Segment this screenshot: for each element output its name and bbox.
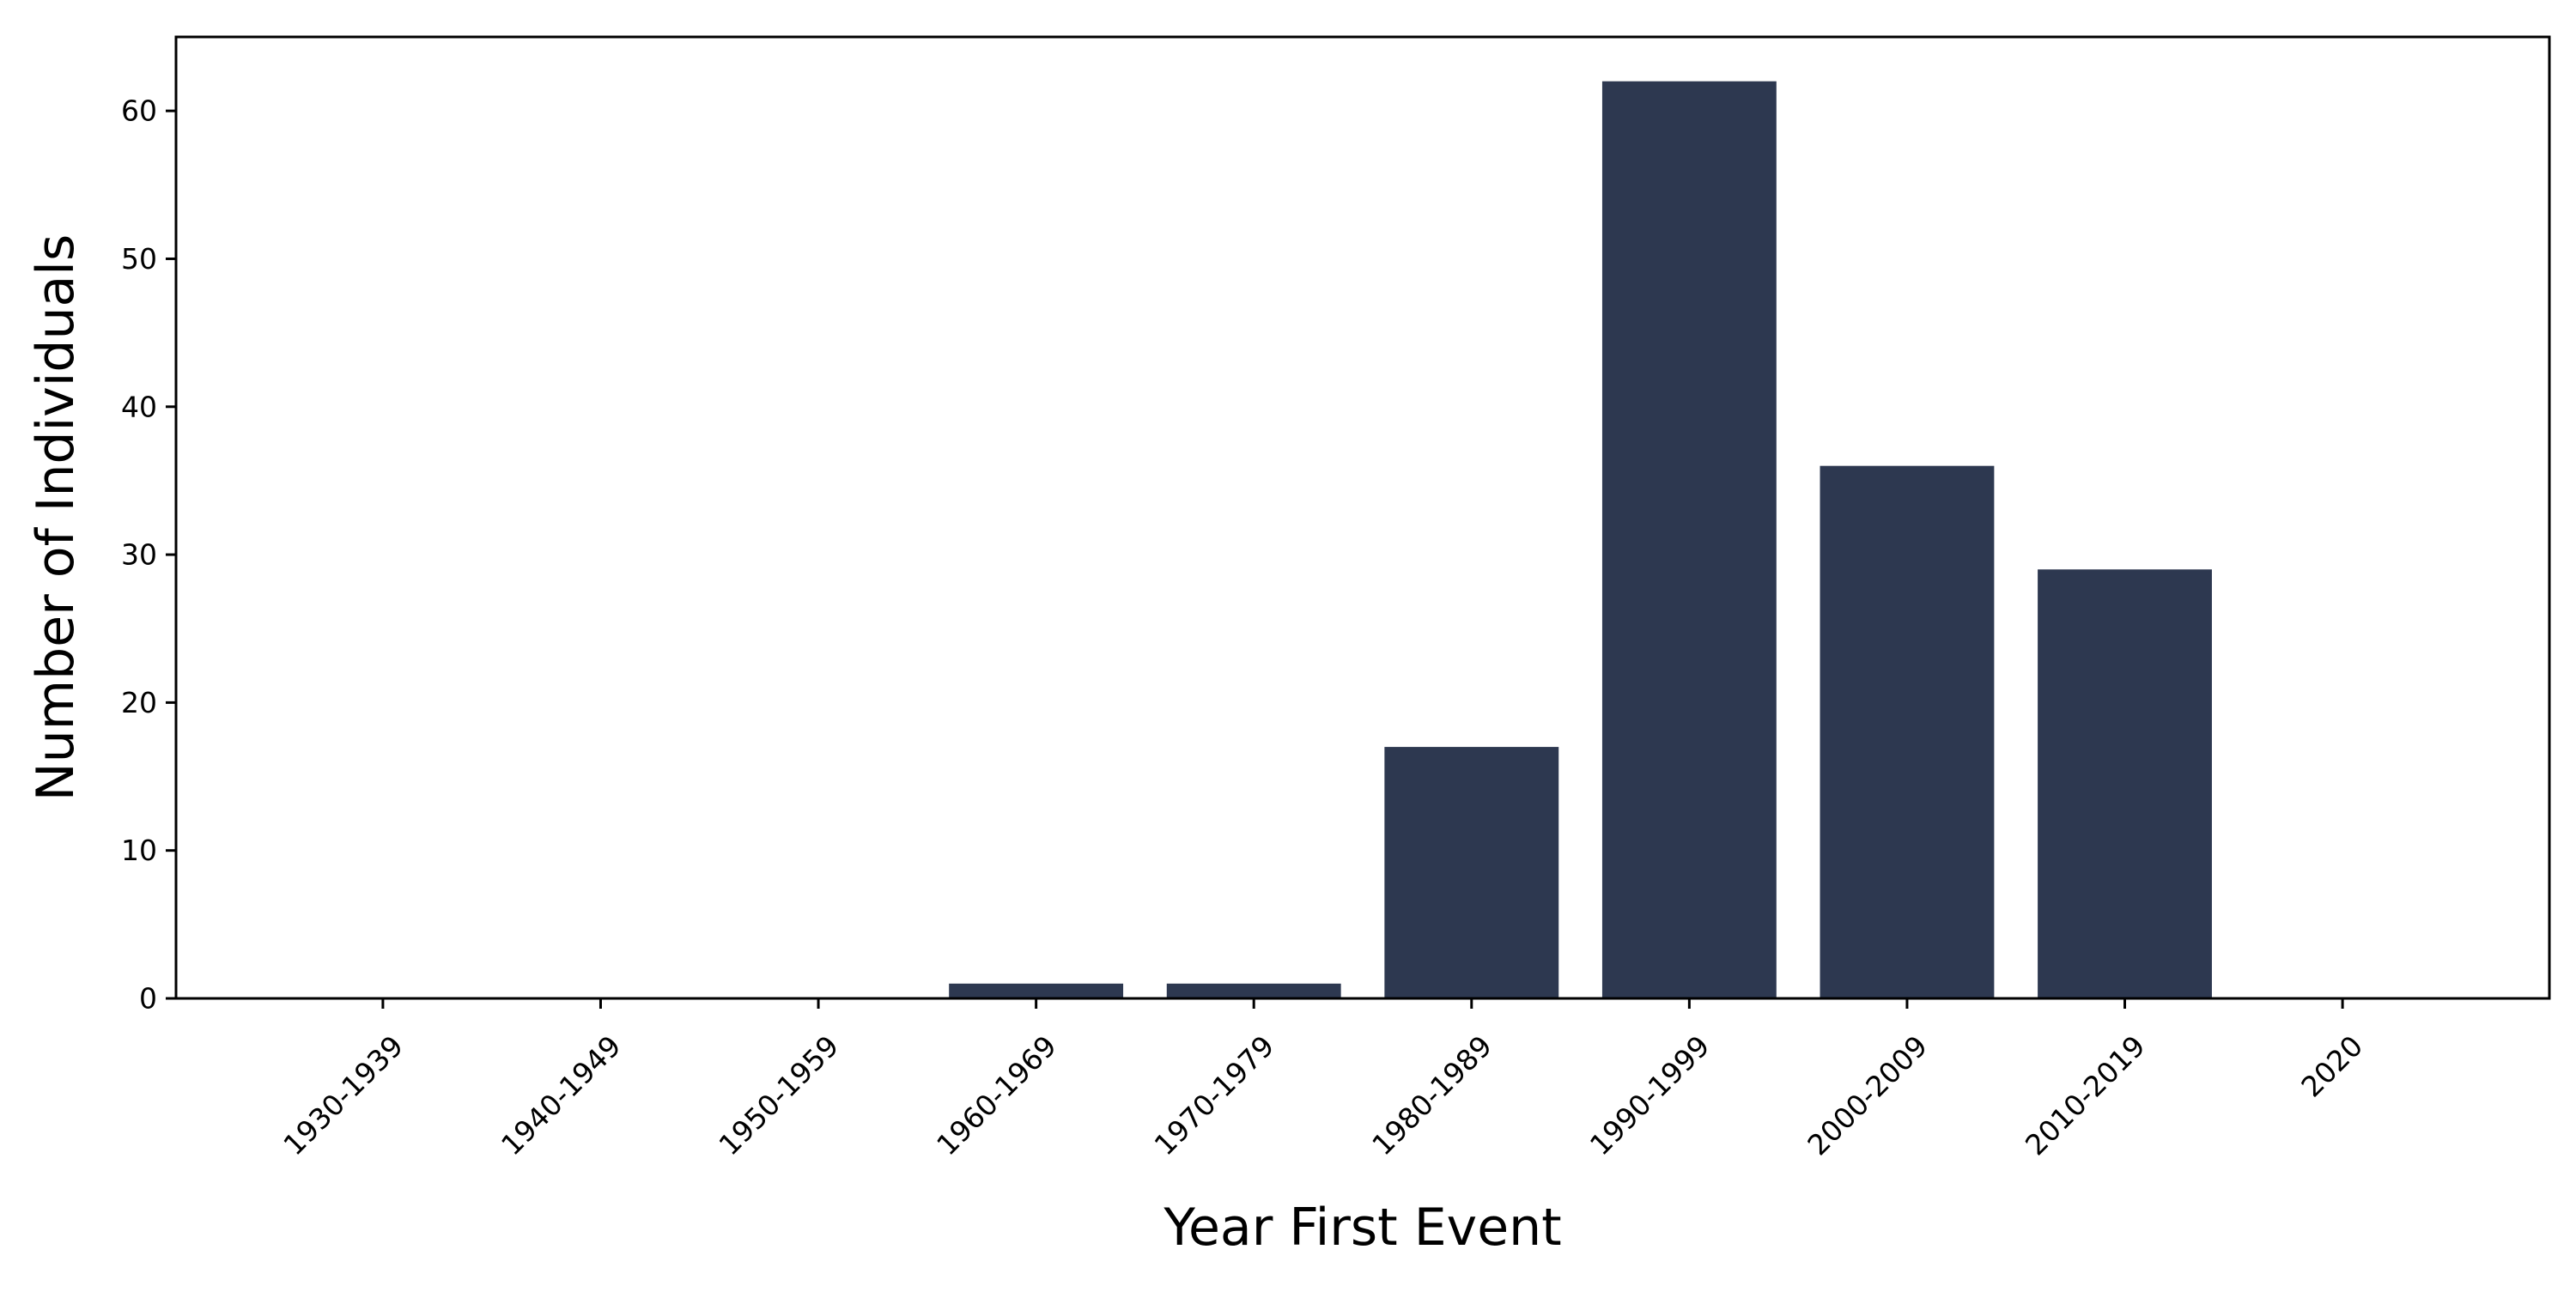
- x-axis-title: Year First Event: [1163, 1198, 1561, 1258]
- y-tick-label: 10: [121, 834, 157, 867]
- y-tick-label: 40: [121, 390, 157, 423]
- x-tick-label: 1980-1989: [1365, 1029, 1498, 1162]
- plot-area-frame: [174, 35, 2551, 1000]
- y-tick-label: 20: [121, 686, 157, 719]
- y-tick-label: 0: [139, 982, 157, 1016]
- bar-2010-2019: [2038, 569, 2212, 998]
- x-tick-label: 1940-1949: [495, 1029, 628, 1162]
- bar-2000-2009: [1820, 465, 1995, 998]
- y-axis: 0 10 20 30 40 50 60: [121, 94, 176, 1016]
- y-tick-label: 60: [121, 94, 157, 128]
- bar-1960-1969: [949, 983, 1124, 998]
- bar-1980-1989: [1384, 747, 1559, 998]
- x-tick-label: 2020: [2294, 1029, 2369, 1104]
- x-tick-label: 2010-2019: [2019, 1029, 2152, 1162]
- bars-group: [949, 81, 2212, 999]
- y-tick-label: 50: [121, 242, 157, 276]
- bar-1970-1979: [1166, 983, 1341, 998]
- bar-1990-1999: [1601, 81, 1777, 999]
- x-tick-label: 1930-1939: [276, 1029, 410, 1162]
- x-tick-label: 1950-1959: [712, 1029, 845, 1162]
- y-axis-title: Number of Individuals: [26, 234, 86, 801]
- x-tick-label: 1960-1969: [930, 1029, 1063, 1162]
- x-axis: 1930-1939 1940-1949 1950-1959 1960-1969 1970…: [276, 998, 2369, 1162]
- x-tick-label: 1990-1999: [1583, 1029, 1716, 1162]
- x-tick-label: 2000-2009: [1801, 1029, 1934, 1162]
- x-tick-label: 1970-1979: [1148, 1029, 1281, 1162]
- y-tick-label: 30: [121, 538, 157, 572]
